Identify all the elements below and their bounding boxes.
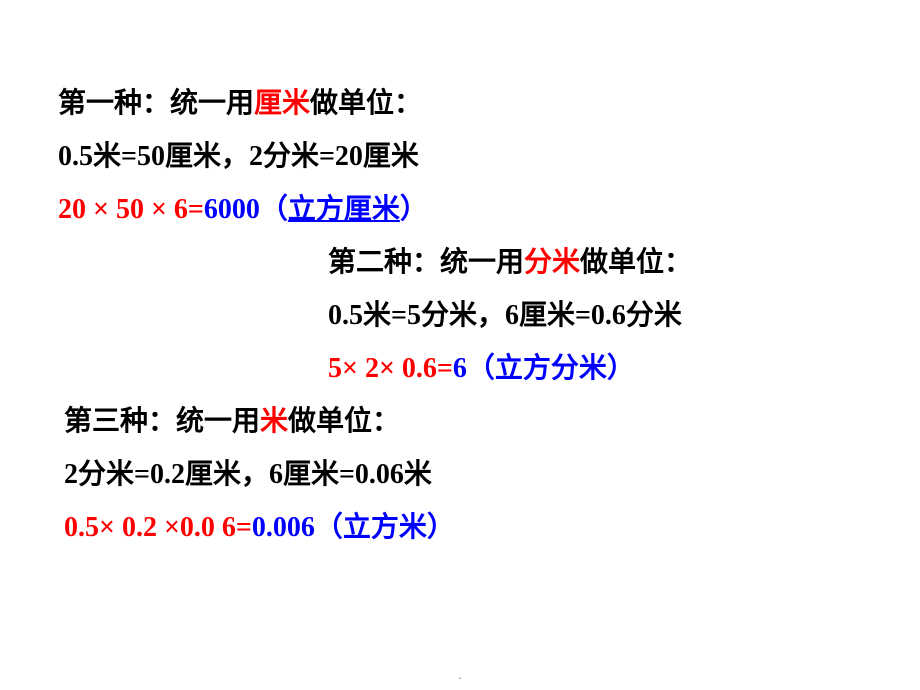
unit: （立方米） bbox=[315, 512, 455, 543]
b3-line2: 2分米=0.2厘米，6厘米=0.06米 bbox=[64, 461, 920, 489]
text: 第一种：统一用 bbox=[58, 88, 254, 119]
text: 做单位： bbox=[580, 247, 692, 278]
equation: 20 × 50 × 6= bbox=[58, 194, 204, 225]
text: 0.5米=5分米，6厘米=0.6分米 bbox=[328, 300, 682, 331]
b3-line3: 0.5× 0.2 ×0.0 6=0.006（立方米） bbox=[64, 514, 920, 542]
text-highlight: 米 bbox=[260, 406, 288, 437]
text: 做单位： bbox=[288, 406, 400, 437]
text: 第三种：统一用 bbox=[64, 406, 260, 437]
unit: 立方厘米 bbox=[288, 194, 400, 225]
b3-line1: 第三种：统一用米做单位： bbox=[64, 408, 920, 436]
text: 第二种：统一用 bbox=[328, 247, 524, 278]
block-2: 第二种：统一用分米做单位： 0.5米=5分米，6厘米=0.6分米 5× 2× 0… bbox=[328, 249, 920, 383]
result: 6 bbox=[453, 353, 467, 384]
unit: （立方分米） bbox=[467, 353, 635, 384]
equation: 0.5× 0.2 ×0.0 6= bbox=[64, 512, 252, 543]
block-1: 第一种：统一用厘米做单位： 0.5米=50厘米，2分米=20厘米 20 × 50… bbox=[58, 90, 920, 224]
text: 做单位： bbox=[310, 88, 422, 119]
b1-line1: 第一种：统一用厘米做单位： bbox=[58, 90, 920, 118]
text: 0.5米=50厘米，2分米=20厘米 bbox=[58, 141, 419, 172]
slide: 第一种：统一用厘米做单位： 0.5米=50厘米，2分米=20厘米 20 × 50… bbox=[0, 0, 920, 690]
page-number: . bbox=[458, 667, 462, 682]
text: 2分米=0.2厘米，6厘米=0.06米 bbox=[64, 459, 432, 490]
b2-line2: 0.5米=5分米，6厘米=0.6分米 bbox=[328, 302, 920, 330]
b2-line3: 5× 2× 0.6=6（立方分米） bbox=[328, 355, 920, 383]
b1-line2: 0.5米=50厘米，2分米=20厘米 bbox=[58, 143, 920, 171]
result: 6000 bbox=[204, 194, 260, 225]
equation: 5× 2× 0.6= bbox=[328, 353, 453, 384]
b1-line3: 20 × 50 × 6=6000（立方厘米） bbox=[58, 196, 920, 224]
block-3: 第三种：统一用米做单位： 2分米=0.2厘米，6厘米=0.06米 0.5× 0.… bbox=[64, 408, 920, 542]
text-highlight: 厘米 bbox=[254, 88, 310, 119]
result: 0.006 bbox=[252, 512, 315, 543]
text-highlight: 分米 bbox=[524, 247, 580, 278]
paren-close: ） bbox=[400, 194, 428, 225]
b2-line1: 第二种：统一用分米做单位： bbox=[328, 249, 920, 277]
paren-open: （ bbox=[260, 194, 288, 225]
